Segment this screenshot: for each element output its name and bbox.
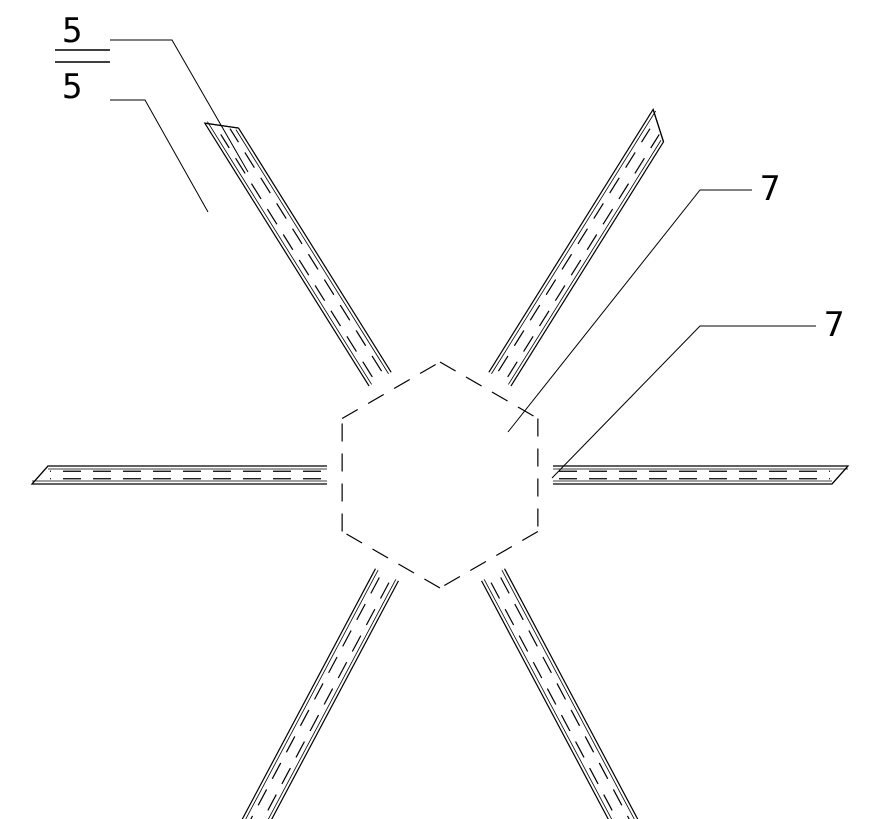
- callout-label: 7: [824, 305, 844, 345]
- arm-outline: [240, 569, 398, 819]
- technical-diagram: 5 5 7 7: [0, 0, 880, 819]
- arm-inner-edge: [250, 579, 396, 819]
- hex-edge: [440, 362, 538, 419]
- callout-label: 5: [62, 67, 82, 107]
- arm-hidden-line: [498, 129, 650, 372]
- arm-hidden-line: [230, 129, 382, 372]
- arm-inner-edge: [484, 579, 619, 819]
- arm-inner-edge: [243, 570, 378, 819]
- leader-line: [508, 190, 752, 432]
- arm-hidden-line: [491, 583, 625, 819]
- leader-line: [110, 100, 208, 212]
- hex-edge: [342, 362, 440, 419]
- hex-edge: [342, 532, 440, 589]
- arm-inner-edge: [207, 122, 371, 385]
- arm-hidden-line: [508, 134, 660, 377]
- leader-line: [552, 326, 816, 478]
- arm-inner-edge: [491, 111, 655, 374]
- arm-inner-edge: [508, 140, 661, 384]
- callout-label: 5: [62, 11, 82, 51]
- hex-edge: [440, 532, 538, 589]
- arm-inner-edge: [236, 130, 389, 374]
- arm-outline: [482, 569, 650, 819]
- arm-hidden-line: [255, 583, 389, 819]
- arm-hidden-line: [221, 134, 373, 377]
- callout-label: 7: [760, 169, 780, 209]
- arm-inner-edge: [502, 570, 648, 819]
- leader-line: [110, 40, 248, 172]
